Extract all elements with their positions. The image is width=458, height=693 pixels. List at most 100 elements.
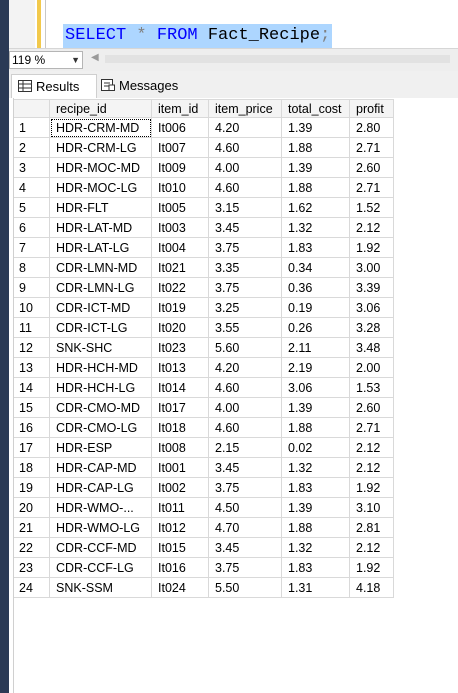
row-number[interactable]: 9	[14, 277, 50, 298]
table-row[interactable]: 11 CDR-ICT-LG It020 3.55 0.26 3.28	[14, 317, 394, 338]
recipe-id-cell[interactable]: HDR-LAT-LG	[49, 237, 152, 258]
table-row[interactable]: 23 CDR-CCF-LG It016 3.75 1.83 1.92	[14, 557, 394, 578]
recipe-id-cell[interactable]: CDR-ICT-LG	[49, 317, 152, 338]
item-price-cell[interactable]: 4.60	[208, 417, 282, 438]
profit-cell[interactable]: 3.48	[349, 337, 394, 358]
item-id-cell[interactable]: It022	[151, 277, 209, 298]
row-number[interactable]: 8	[14, 257, 50, 278]
profit-cell[interactable]: 1.92	[349, 557, 394, 578]
row-number[interactable]: 24	[14, 577, 50, 598]
item-price-cell[interactable]: 5.60	[208, 337, 282, 358]
recipe-id-cell[interactable]: HDR-ESP	[49, 437, 152, 458]
item-price-cell[interactable]: 4.60	[208, 377, 282, 398]
profit-cell[interactable]: 4.18	[349, 577, 394, 598]
column-header[interactable]: recipe_id	[49, 99, 152, 118]
horizontal-scrollbar[interactable]	[105, 55, 450, 63]
item-id-cell[interactable]: It012	[151, 517, 209, 538]
profit-cell[interactable]: 3.06	[349, 297, 394, 318]
item-price-cell[interactable]: 4.60	[208, 177, 282, 198]
total-cost-cell[interactable]: 1.31	[281, 577, 350, 598]
item-id-cell[interactable]: It008	[151, 437, 209, 458]
item-id-cell[interactable]: It004	[151, 237, 209, 258]
item-price-cell[interactable]: 4.20	[208, 357, 282, 378]
row-number[interactable]: 7	[14, 237, 50, 258]
table-row[interactable]: 24 SNK-SSM It024 5.50 1.31 4.18	[14, 577, 394, 598]
total-cost-cell[interactable]: 3.06	[281, 377, 350, 398]
row-number[interactable]: 18	[14, 457, 50, 478]
row-number[interactable]: 2	[14, 137, 50, 158]
recipe-id-cell[interactable]: CDR-CMO-LG	[49, 417, 152, 438]
total-cost-cell[interactable]: 1.39	[281, 157, 350, 178]
row-number[interactable]: 10	[14, 297, 50, 318]
tab-results[interactable]: Results	[11, 74, 97, 98]
item-id-cell[interactable]: It009	[151, 157, 209, 178]
total-cost-cell[interactable]: 1.88	[281, 137, 350, 158]
row-number[interactable]: 5	[14, 197, 50, 218]
item-price-cell[interactable]: 3.75	[208, 277, 282, 298]
column-header[interactable]: item_price	[208, 99, 282, 118]
row-number[interactable]: 15	[14, 397, 50, 418]
profit-cell[interactable]: 2.00	[349, 357, 394, 378]
column-header[interactable]: total_cost	[281, 99, 350, 118]
column-header[interactable]: item_id	[151, 99, 209, 118]
item-price-cell[interactable]: 4.00	[208, 397, 282, 418]
total-cost-cell[interactable]: 1.62	[281, 197, 350, 218]
recipe-id-cell[interactable]: HDR-LAT-MD	[49, 217, 152, 238]
row-number[interactable]: 19	[14, 477, 50, 498]
item-id-cell[interactable]: It023	[151, 337, 209, 358]
profit-cell[interactable]: 2.60	[349, 397, 394, 418]
item-price-cell[interactable]: 3.55	[208, 317, 282, 338]
table-row[interactable]: 18 HDR-CAP-MD It001 3.45 1.32 2.12	[14, 457, 394, 478]
profit-cell[interactable]: 2.71	[349, 417, 394, 438]
row-number[interactable]: 4	[14, 177, 50, 198]
item-id-cell[interactable]: It019	[151, 297, 209, 318]
item-price-cell[interactable]: 4.70	[208, 517, 282, 538]
total-cost-cell[interactable]: 1.88	[281, 417, 350, 438]
recipe-id-cell[interactable]: CDR-CMO-MD	[49, 397, 152, 418]
profit-cell[interactable]: 2.12	[349, 457, 394, 478]
recipe-id-cell[interactable]: CDR-ICT-MD	[49, 297, 152, 318]
total-cost-cell[interactable]: 1.39	[281, 497, 350, 518]
item-price-cell[interactable]: 3.15	[208, 197, 282, 218]
table-row[interactable]: 12 SNK-SHC It023 5.60 2.11 3.48	[14, 337, 394, 358]
row-number[interactable]: 23	[14, 557, 50, 578]
table-row[interactable]: 1 HDR-CRM-MD It006 4.20 1.39 2.80	[14, 117, 394, 138]
item-id-cell[interactable]: It011	[151, 497, 209, 518]
item-id-cell[interactable]: It002	[151, 477, 209, 498]
profit-cell[interactable]: 3.39	[349, 277, 394, 298]
item-id-cell[interactable]: It007	[151, 137, 209, 158]
item-price-cell[interactable]: 4.50	[208, 497, 282, 518]
recipe-id-cell[interactable]: HDR-CAP-LG	[49, 477, 152, 498]
table-row[interactable]: 13 HDR-HCH-MD It013 4.20 2.19 2.00	[14, 357, 394, 378]
table-row[interactable]: 16 CDR-CMO-LG It018 4.60 1.88 2.71	[14, 417, 394, 438]
row-number[interactable]: 21	[14, 517, 50, 538]
column-header[interactable]: profit	[349, 99, 394, 118]
recipe-id-cell[interactable]: HDR-CAP-MD	[49, 457, 152, 478]
recipe-id-cell[interactable]: HDR-WMO-LG	[49, 517, 152, 538]
item-id-cell[interactable]: It015	[151, 537, 209, 558]
total-cost-cell[interactable]: 1.32	[281, 537, 350, 558]
recipe-id-cell[interactable]: HDR-CRM-LG	[49, 137, 152, 158]
sql-query-line[interactable]: SELECT * FROM Fact_Recipe;	[63, 24, 333, 48]
item-price-cell[interactable]: 4.60	[208, 137, 282, 158]
table-row[interactable]: 20 HDR-WMO-... It011 4.50 1.39 3.10	[14, 497, 394, 518]
table-row[interactable]: 2 HDR-CRM-LG It007 4.60 1.88 2.71	[14, 137, 394, 158]
item-price-cell[interactable]: 3.75	[208, 477, 282, 498]
recipe-id-cell[interactable]: HDR-CRM-MD	[49, 117, 152, 138]
recipe-id-cell[interactable]: HDR-FLT	[49, 197, 152, 218]
recipe-id-cell[interactable]: HDR-MOC-MD	[49, 157, 152, 178]
row-number[interactable]: 1	[14, 117, 50, 138]
item-price-cell[interactable]: 3.45	[208, 537, 282, 558]
total-cost-cell[interactable]: 0.19	[281, 297, 350, 318]
item-id-cell[interactable]: It016	[151, 557, 209, 578]
table-row[interactable]: 10 CDR-ICT-MD It019 3.25 0.19 3.06	[14, 297, 394, 318]
total-cost-cell[interactable]: 2.19	[281, 357, 350, 378]
profit-cell[interactable]: 2.71	[349, 137, 394, 158]
total-cost-cell[interactable]: 1.88	[281, 177, 350, 198]
item-price-cell[interactable]: 3.75	[208, 237, 282, 258]
row-number[interactable]: 20	[14, 497, 50, 518]
item-id-cell[interactable]: It024	[151, 577, 209, 598]
item-id-cell[interactable]: It018	[151, 417, 209, 438]
zoom-dropdown[interactable]: 119 % ▼	[9, 51, 83, 69]
item-price-cell[interactable]: 3.45	[208, 217, 282, 238]
